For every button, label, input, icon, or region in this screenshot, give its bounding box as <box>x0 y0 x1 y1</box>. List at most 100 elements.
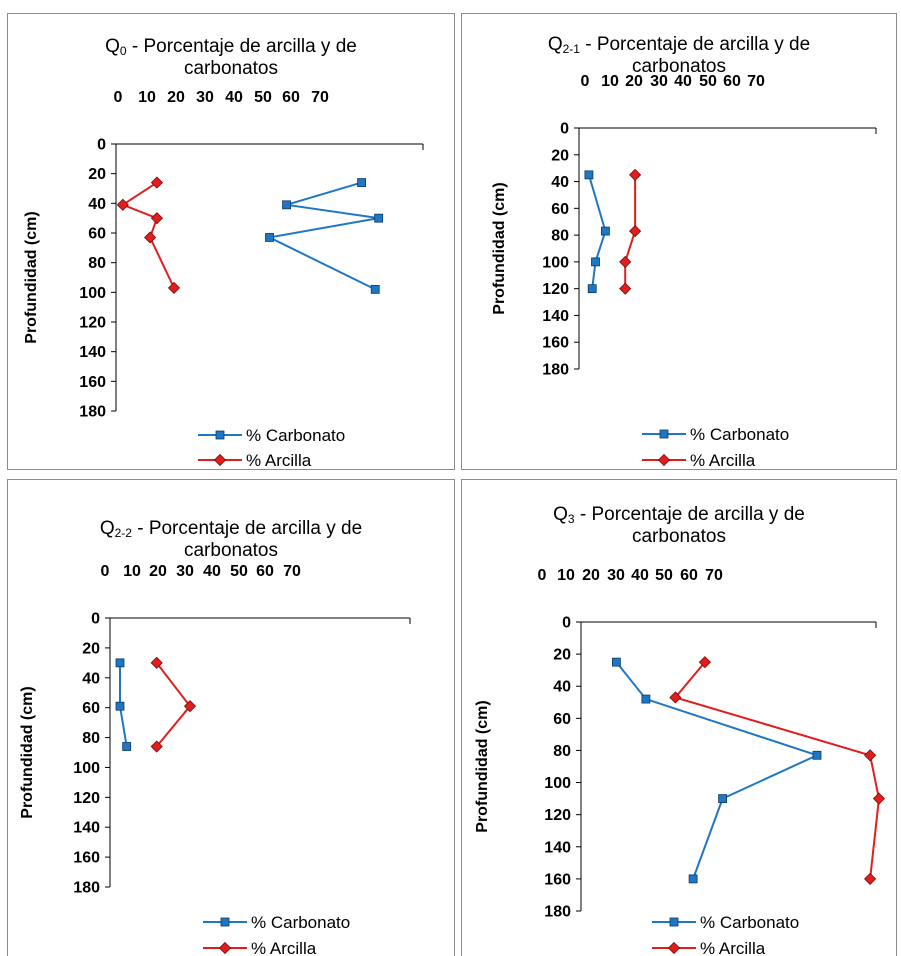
data-point <box>629 168 642 181</box>
data-point <box>370 284 380 294</box>
series-arcilla <box>116 176 181 294</box>
data-point <box>150 740 163 753</box>
series-line <box>615 661 820 880</box>
data-point <box>611 657 621 667</box>
chart-panel-q2-2: Q2-2 - Porcentaje de arcilla y de carbon… <box>7 479 455 956</box>
data-point <box>864 872 877 885</box>
data-point <box>587 284 597 294</box>
y-axis-label: Profundidad (cm) <box>491 182 508 314</box>
data-point <box>872 792 886 805</box>
data-point <box>357 178 367 187</box>
data-point <box>812 750 822 760</box>
data-point <box>116 198 129 211</box>
x-tick-label: 40 <box>631 567 649 584</box>
x-tick-label: 50 <box>699 73 717 90</box>
data-point <box>600 226 610 236</box>
x-tick-label: 10 <box>138 89 156 106</box>
y-tick-label: 100 <box>79 285 106 302</box>
data-point <box>688 874 698 884</box>
y-tick-label: 60 <box>88 226 106 243</box>
chart-plot: 0 10 20 30 40 50 60 70 0 20 40 60 80 100 120 140 160 180 P… <box>19 563 411 956</box>
data-point <box>167 281 181 294</box>
data-point <box>374 213 384 223</box>
legend-label: % Arcilla <box>690 451 756 470</box>
series-line <box>266 181 379 291</box>
y-tick-label: 60 <box>82 700 100 717</box>
chart-title: Q3 - Porcentaje de arcilla y de carbonat… <box>553 504 805 547</box>
chart-panel-q2-1: Q2-1 - Porcentaje de arcilla y de carbon… <box>461 13 897 470</box>
y-tick-label: 120 <box>544 807 571 824</box>
y-tick-label: 80 <box>88 255 106 272</box>
data-point <box>150 656 163 669</box>
y-tick-label: 120 <box>542 281 569 298</box>
x-tick-label: 20 <box>149 563 167 580</box>
y-tick-label: 40 <box>551 174 569 191</box>
legend-marker <box>657 453 671 467</box>
y-tick-label: 20 <box>551 147 569 164</box>
y-axis-label: Profundidad (cm) <box>23 211 40 343</box>
series-arcilla <box>669 656 886 885</box>
y-tick-label: 100 <box>544 775 571 792</box>
y-tick-label: 160 <box>73 850 100 867</box>
y-tick-label: 40 <box>82 670 100 687</box>
chart-title: Q2-2 - Porcentaje de arcilla y de carbon… <box>99 518 363 561</box>
legend-marker <box>669 917 679 927</box>
legend-label: % Arcilla <box>700 939 766 956</box>
series-line <box>587 174 607 289</box>
y-tick-label: 60 <box>553 711 571 728</box>
data-point <box>183 700 197 713</box>
x-tick-label: 30 <box>176 563 194 580</box>
data-point <box>150 176 163 189</box>
y-tick-label: 80 <box>553 743 571 760</box>
chart-plot: 0 10 20 30 40 50 60 70 0 20 40 60 80 100 120 140 160 180 P… <box>474 567 886 956</box>
data-point <box>265 233 274 242</box>
legend-label: % Arcilla <box>251 939 317 956</box>
x-tick-label: 30 <box>650 73 668 90</box>
chart-title: Q2-1 - Porcentaje de arcilla y de carbon… <box>547 34 811 77</box>
series-line <box>155 662 192 748</box>
y-tick-label: 60 <box>551 201 569 218</box>
x-tick-label: 20 <box>625 73 643 90</box>
x-tick-label: 10 <box>601 73 619 90</box>
y-tick-label: 0 <box>560 121 569 138</box>
x-tick-label: 30 <box>196 89 214 106</box>
y-tick-label: 100 <box>542 254 569 271</box>
data-point <box>584 170 594 180</box>
series-carbonato <box>265 178 384 294</box>
data-point <box>115 701 125 711</box>
series-arcilla <box>619 168 642 295</box>
x-tick-label: 40 <box>225 89 243 106</box>
legend-marker <box>215 430 225 440</box>
y-tick-label: 120 <box>73 790 100 807</box>
chart-plot: 0 10 20 30 40 50 60 70 0 20 40 60 80 100 120 140 160 180 P… <box>491 73 877 470</box>
legend-marker <box>667 941 681 955</box>
series-line <box>624 174 637 289</box>
data-point <box>150 212 163 225</box>
series-carbonato <box>115 658 132 751</box>
x-tick-label: 70 <box>283 563 301 580</box>
y-tick-label: 20 <box>553 647 571 664</box>
x-tick-label: 50 <box>230 563 248 580</box>
y-tick-label: 80 <box>551 228 569 245</box>
x-tick-label: 60 <box>680 567 698 584</box>
y-tick-label: 160 <box>79 374 106 391</box>
y-tick-label: 180 <box>544 904 571 921</box>
series-arcilla <box>150 656 197 753</box>
data-point <box>864 749 877 762</box>
data-point <box>144 231 157 244</box>
legend-marker <box>220 917 230 927</box>
y-tick-label: 20 <box>88 166 106 183</box>
data-point <box>698 656 711 669</box>
chart-panel-q0: Q0 - Porcentaje de arcilla y de carbonat… <box>7 13 455 470</box>
x-tick-label: 10 <box>123 563 141 580</box>
legend-label: % Carbonato <box>251 913 350 932</box>
y-tick-label: 140 <box>79 344 106 361</box>
y-tick-label: 0 <box>97 137 106 154</box>
data-point <box>629 225 642 238</box>
series-carbonato <box>611 657 822 884</box>
x-tick-label: 70 <box>747 73 765 90</box>
legend-marker <box>218 941 232 955</box>
y-tick-label: 160 <box>542 335 569 352</box>
y-tick-label: 20 <box>82 640 100 657</box>
x-tick-label: 50 <box>655 567 673 584</box>
